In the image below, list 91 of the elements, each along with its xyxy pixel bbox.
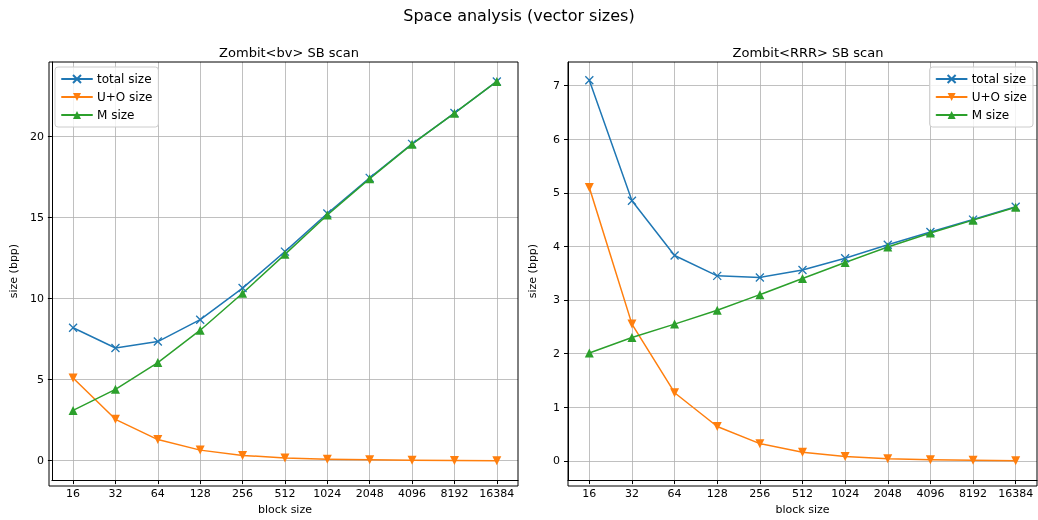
point <box>110 343 121 353</box>
point <box>670 319 680 329</box>
x-axis-title: block size <box>257 503 313 516</box>
point <box>1011 456 1021 466</box>
y-tick-label: 7 <box>553 79 560 93</box>
x-tick-label: 128 <box>706 487 728 501</box>
point <box>755 290 765 300</box>
y-tick-label: 5 <box>36 373 44 387</box>
point <box>797 265 808 275</box>
y-tick-label: 2 <box>553 347 560 361</box>
point <box>238 288 248 298</box>
point <box>840 257 850 267</box>
chart-title: Zombit<bv> SB scan <box>219 45 359 60</box>
y-axis-title: size (bpp) <box>7 243 20 299</box>
point <box>492 456 502 466</box>
point <box>153 336 163 347</box>
point <box>925 455 935 465</box>
x-axis-title: block size <box>775 503 830 516</box>
x-tick-label: 128 <box>189 487 211 501</box>
point <box>195 315 205 325</box>
legend-label: M size <box>97 108 135 122</box>
x-tick-label: 16 <box>66 487 81 501</box>
point <box>153 358 163 368</box>
x-tick-label: 2048 <box>355 487 384 501</box>
x-tick-label: 16384 <box>479 487 515 501</box>
x-tick-label: 4096 <box>398 487 427 501</box>
point <box>110 414 120 424</box>
y-axis-title: size (bpp) <box>526 243 539 299</box>
y-tick-label: 0 <box>553 454 560 468</box>
point <box>670 388 680 398</box>
x-tick-label: 32 <box>624 487 639 501</box>
x-tick-label: 256 <box>749 487 771 501</box>
point <box>110 384 120 394</box>
x-tick-label: 1024 <box>313 487 342 501</box>
point <box>968 455 978 465</box>
point <box>669 250 680 261</box>
point <box>798 447 807 457</box>
legend-label: M size <box>971 108 1010 122</box>
point <box>755 272 765 283</box>
point <box>627 333 637 343</box>
x-tick-label: 64 <box>150 487 165 501</box>
point <box>68 405 78 415</box>
legend-label: U+O size <box>97 90 153 104</box>
point <box>584 75 594 85</box>
point <box>712 422 722 431</box>
point <box>798 274 807 284</box>
x-tick-label: 512 <box>274 487 296 501</box>
x-tick-label: 2048 <box>873 487 902 501</box>
x-tick-label: 8192 <box>959 487 988 501</box>
x-tick-label: 64 <box>667 487 682 501</box>
legend-label: U+O size <box>971 90 1028 104</box>
x-tick-label: 4096 <box>916 487 945 501</box>
point <box>153 435 163 445</box>
point <box>840 253 850 263</box>
x-tick-label: 8192 <box>440 487 469 501</box>
legend-label: total size <box>97 72 152 86</box>
y-tick-label: 6 <box>553 132 560 146</box>
legend-label: total size <box>971 72 1027 86</box>
point <box>883 454 893 464</box>
chart-title: Zombit<RRR> SB scan <box>732 45 884 60</box>
y-tick-label: 1 <box>553 400 560 414</box>
point <box>280 453 290 463</box>
point <box>627 319 637 329</box>
x-tick-label: 32 <box>108 487 123 501</box>
point <box>712 305 722 315</box>
point <box>407 455 417 465</box>
y-tick-label: 10 <box>29 292 44 306</box>
y-tick-label: 4 <box>553 239 560 253</box>
point <box>449 455 459 465</box>
y-tick-label: 20 <box>29 130 44 144</box>
point <box>840 452 850 462</box>
x-tick-label: 16384 <box>998 487 1034 501</box>
y-tick-label: 0 <box>36 454 44 468</box>
y-tick-label: 3 <box>553 293 560 307</box>
point <box>627 196 637 206</box>
point <box>712 271 722 281</box>
point <box>238 450 248 460</box>
point <box>365 455 375 465</box>
y-tick-label: 5 <box>553 186 560 200</box>
x-tick-label: 1024 <box>831 487 860 501</box>
x-tick-label: 256 <box>232 487 254 501</box>
point <box>584 348 594 358</box>
point <box>237 283 248 293</box>
point <box>68 323 78 333</box>
x-tick-label: 16 <box>582 487 597 501</box>
point <box>755 439 765 449</box>
point <box>195 325 205 335</box>
text: Space analysis (vector sizes) <box>402 6 636 25</box>
y-tick-label: 15 <box>29 211 44 225</box>
x-tick-label: 512 <box>792 487 813 501</box>
point <box>584 182 594 192</box>
